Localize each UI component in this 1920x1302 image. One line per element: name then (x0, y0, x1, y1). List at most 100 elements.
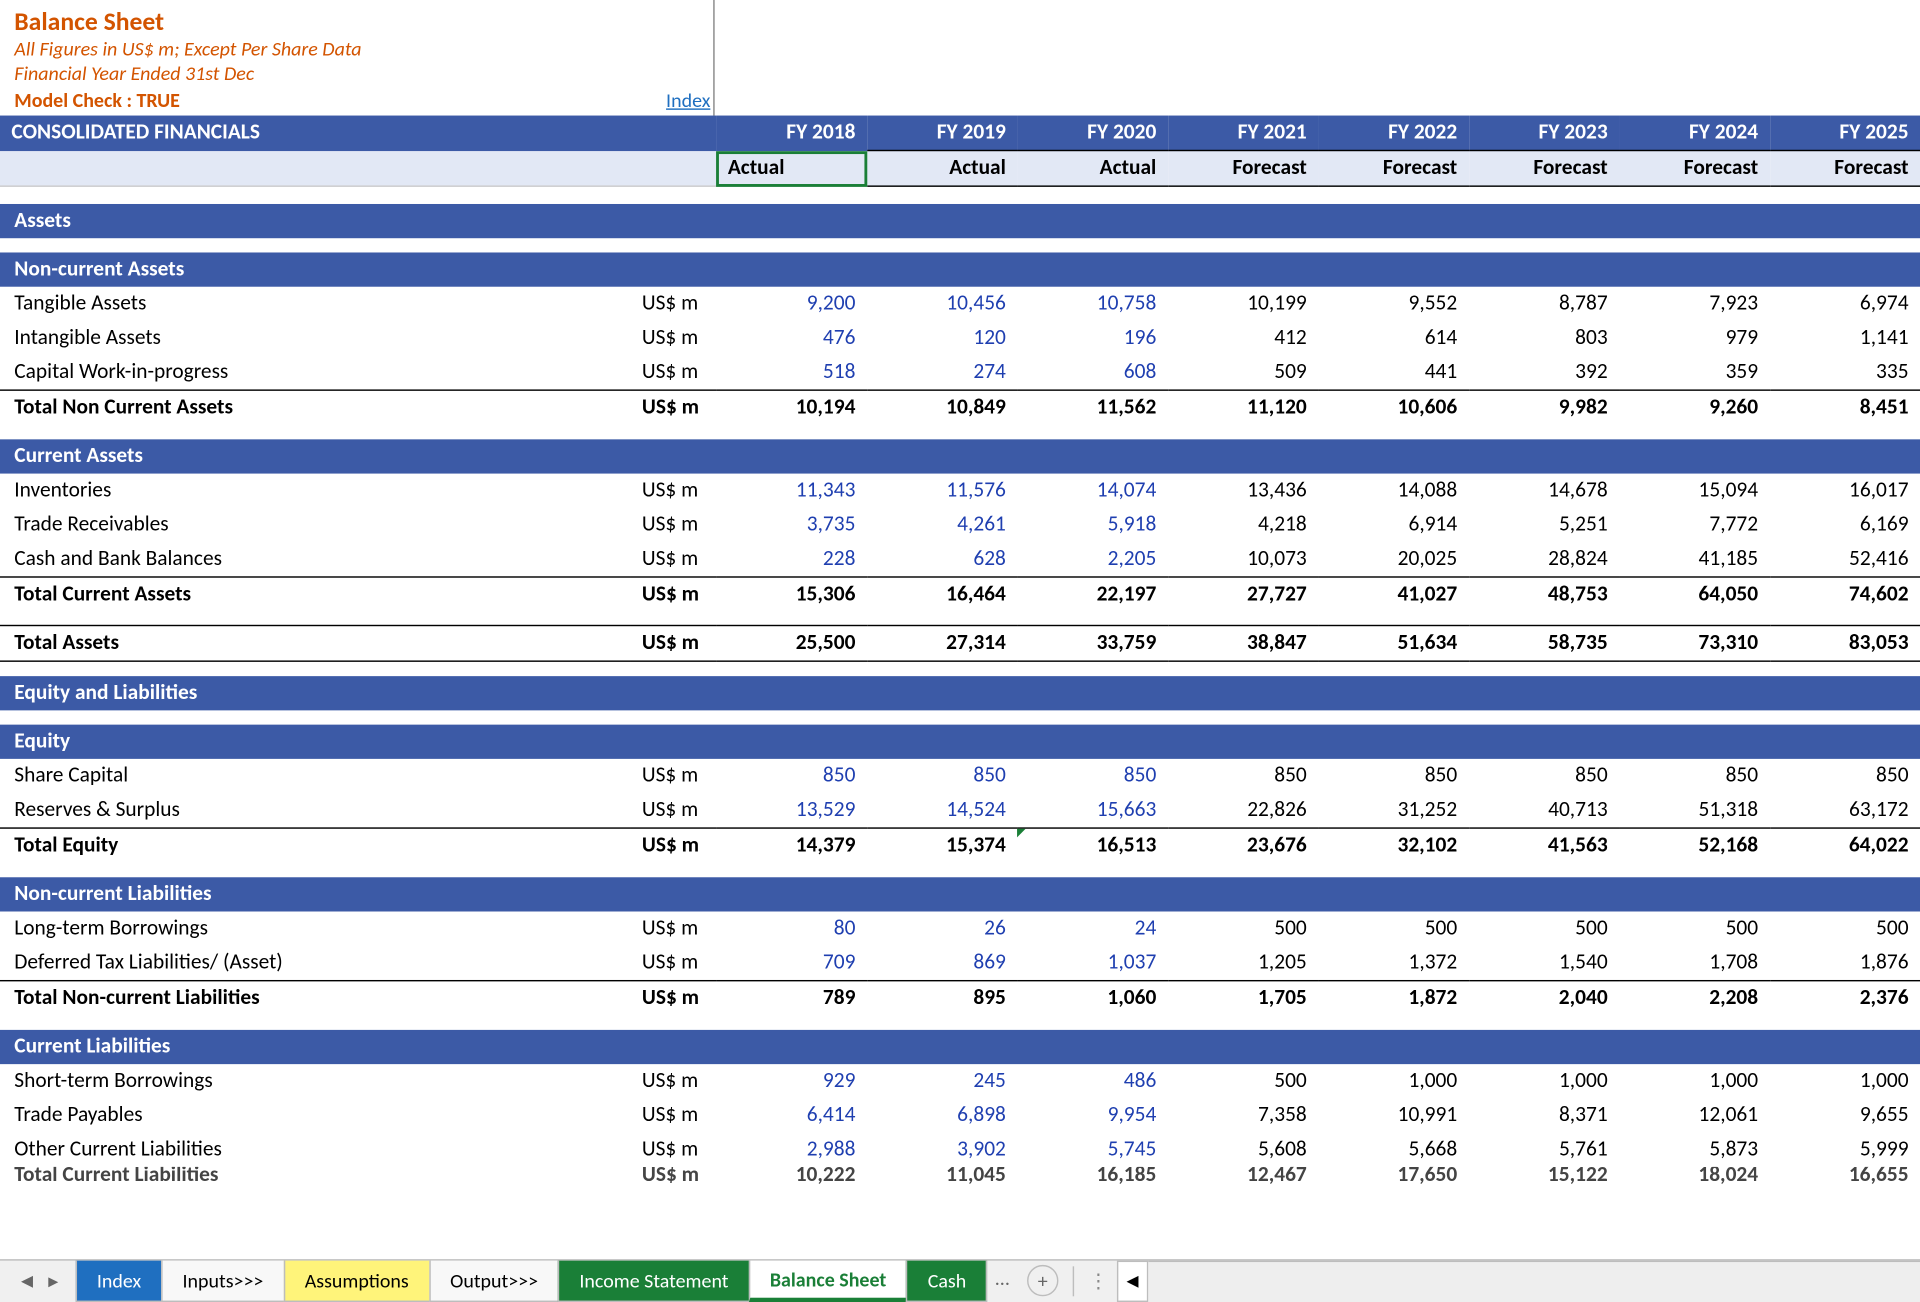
cell[interactable]: 500 (1168, 911, 1318, 945)
cell[interactable]: 11,562 (1017, 389, 1167, 424)
tab-options-icon[interactable]: ⋮ (1080, 1261, 1117, 1302)
year-header[interactable]: FY 2023 (1469, 116, 1619, 151)
unit-label[interactable]: US$ m (630, 911, 716, 945)
cell[interactable]: 412 (1168, 320, 1318, 354)
kind-header[interactable]: Forecast (1318, 150, 1468, 186)
cell[interactable]: 274 (867, 354, 1017, 389)
unit-label[interactable]: US$ m (630, 541, 716, 576)
row-label[interactable]: Deferred Tax Liabilities/ (Asset) (0, 945, 630, 980)
cell[interactable]: 10,222 (716, 1166, 866, 1183)
cell[interactable]: 929 (716, 1063, 866, 1097)
kind-header[interactable]: Forecast (1619, 150, 1769, 186)
cell[interactable]: 803 (1469, 320, 1619, 354)
sheet-tab[interactable]: Assumptions (283, 1261, 430, 1302)
cell[interactable]: 9,982 (1469, 389, 1619, 424)
cell[interactable]: 6,414 (716, 1098, 866, 1132)
cell[interactable]: 14,678 (1469, 473, 1619, 507)
cell[interactable]: 83,053 (1770, 625, 1920, 661)
row-label[interactable]: Total Current Assets (0, 576, 630, 611)
cell[interactable]: 850 (716, 758, 866, 792)
section-bar[interactable]: Equity (0, 724, 1920, 758)
cell[interactable]: 1,000 (1619, 1063, 1769, 1097)
cell[interactable]: 25,500 (716, 625, 866, 661)
cell[interactable]: 335 (1770, 354, 1920, 389)
cell[interactable]: 500 (1770, 911, 1920, 945)
cell[interactable]: 1,037 (1017, 945, 1167, 980)
cell[interactable]: 5,668 (1318, 1132, 1468, 1166)
cell[interactable]: 5,918 (1017, 507, 1167, 541)
tab-nav-prev-icon[interactable]: ◄ (11, 1269, 42, 1293)
cell[interactable]: 7,358 (1168, 1098, 1318, 1132)
cell[interactable]: 58,735 (1469, 625, 1619, 661)
unit-label[interactable]: US$ m (630, 625, 716, 661)
cell[interactable]: 16,464 (867, 576, 1017, 611)
cell[interactable]: 3,735 (716, 507, 866, 541)
cell[interactable]: 20,025 (1318, 541, 1468, 576)
sheet-tab[interactable]: Income Statement (558, 1261, 750, 1302)
cell[interactable]: 24 (1017, 911, 1167, 945)
unit-label[interactable]: US$ m (630, 1063, 716, 1097)
cell[interactable]: 11,120 (1168, 389, 1318, 424)
unit-label[interactable]: US$ m (630, 507, 716, 541)
cell[interactable]: 2,208 (1619, 980, 1769, 1015)
cell[interactable]: 16,513 (1017, 827, 1167, 862)
kind-header[interactable]: Actual (716, 150, 866, 186)
year-header[interactable]: FY 2018 (716, 116, 866, 151)
cell[interactable]: 6,914 (1318, 507, 1468, 541)
unit-label[interactable]: US$ m (630, 945, 716, 980)
cell[interactable]: 1,000 (1469, 1063, 1619, 1097)
cell[interactable]: 10,073 (1168, 541, 1318, 576)
cell[interactable]: 5,999 (1770, 1132, 1920, 1166)
cell[interactable]: 486 (1017, 1063, 1167, 1097)
cell[interactable]: 1,708 (1619, 945, 1769, 980)
row-label[interactable]: Inventories (0, 473, 630, 507)
cell[interactable]: 7,772 (1619, 507, 1769, 541)
cell[interactable]: 41,027 (1318, 576, 1468, 611)
cell[interactable]: 850 (1168, 758, 1318, 792)
sheet-tab[interactable]: Output>>> (429, 1261, 560, 1302)
kind-header[interactable]: Forecast (1770, 150, 1920, 186)
unit-label[interactable]: US$ m (630, 980, 716, 1015)
cell[interactable]: 14,088 (1318, 473, 1468, 507)
cell[interactable]: 850 (1318, 758, 1468, 792)
cell[interactable]: 6,898 (867, 1098, 1017, 1132)
cell[interactable]: 850 (1469, 758, 1619, 792)
cell[interactable]: 5,251 (1469, 507, 1619, 541)
sheet-tab[interactable]: Inputs>>> (161, 1261, 285, 1302)
cell[interactable]: 51,634 (1318, 625, 1468, 661)
cell[interactable]: 40,713 (1469, 792, 1619, 827)
cell[interactable]: 27,727 (1168, 576, 1318, 611)
cell[interactable]: 16,017 (1770, 473, 1920, 507)
cell[interactable]: 63,172 (1770, 792, 1920, 827)
cell[interactable]: 10,758 (1017, 286, 1167, 320)
cell[interactable]: 3,902 (867, 1132, 1017, 1166)
cell[interactable]: 22,197 (1017, 576, 1167, 611)
cell[interactable]: 15,374 (867, 827, 1017, 862)
cell[interactable]: 16,185 (1017, 1166, 1167, 1183)
hscroll-left-button[interactable]: ◄ (1117, 1261, 1148, 1302)
cell[interactable]: 23,676 (1168, 827, 1318, 862)
cell[interactable]: 15,122 (1469, 1166, 1619, 1183)
cell[interactable]: 5,873 (1619, 1132, 1769, 1166)
cell[interactable]: 1,372 (1318, 945, 1468, 980)
index-link[interactable]: Index (666, 88, 710, 112)
cell[interactable]: 15,094 (1619, 473, 1769, 507)
row-label[interactable]: Long-term Borrowings (0, 911, 630, 945)
cell[interactable]: 614 (1318, 320, 1468, 354)
cell[interactable]: 33,759 (1017, 625, 1167, 661)
cell[interactable]: 9,200 (716, 286, 866, 320)
cell[interactable]: 11,045 (867, 1166, 1017, 1183)
cell[interactable]: 518 (716, 354, 866, 389)
row-label[interactable]: Cash and Bank Balances (0, 541, 630, 576)
cell[interactable]: 32,102 (1318, 827, 1468, 862)
cell[interactable]: 1,705 (1168, 980, 1318, 1015)
unit-label[interactable]: US$ m (630, 827, 716, 862)
row-label[interactable]: Intangible Assets (0, 320, 630, 354)
cell[interactable]: 979 (1619, 320, 1769, 354)
cell[interactable]: 28,824 (1469, 541, 1619, 576)
hscroll-track[interactable] (1148, 1261, 1920, 1302)
year-header[interactable]: FY 2019 (867, 116, 1017, 151)
row-label[interactable]: Trade Payables (0, 1098, 630, 1132)
year-header[interactable]: FY 2022 (1318, 116, 1468, 151)
row-label[interactable]: Total Assets (0, 625, 630, 661)
